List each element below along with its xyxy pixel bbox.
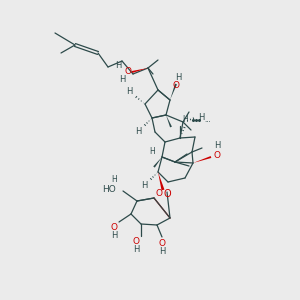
Text: H: H <box>214 142 220 151</box>
Text: H: H <box>111 232 117 241</box>
Polygon shape <box>193 156 211 163</box>
Text: H: H <box>115 61 121 70</box>
Polygon shape <box>153 157 162 168</box>
Polygon shape <box>170 84 177 100</box>
Text: O: O <box>172 82 179 91</box>
Text: H: H <box>149 148 155 157</box>
Text: O: O <box>110 224 118 232</box>
Text: O: O <box>155 188 163 197</box>
Polygon shape <box>158 172 164 190</box>
Text: O: O <box>158 238 166 247</box>
Text: H: H <box>126 88 132 97</box>
Text: H: H <box>119 76 125 85</box>
Text: O: O <box>133 238 140 247</box>
Text: O: O <box>214 151 220 160</box>
Polygon shape <box>132 68 148 73</box>
Text: H: H <box>198 112 204 122</box>
Polygon shape <box>166 115 172 128</box>
Text: H: H <box>135 127 141 136</box>
Text: H: H <box>182 116 188 124</box>
Text: O: O <box>163 189 171 199</box>
Text: H: H <box>175 74 181 82</box>
Text: HO: HO <box>102 184 116 194</box>
Text: H: H <box>111 175 117 184</box>
Text: H: H <box>133 245 139 254</box>
Text: O: O <box>124 68 131 76</box>
Text: H: H <box>159 247 165 256</box>
Text: ...: ... <box>205 117 212 123</box>
Text: H: H <box>141 181 147 190</box>
